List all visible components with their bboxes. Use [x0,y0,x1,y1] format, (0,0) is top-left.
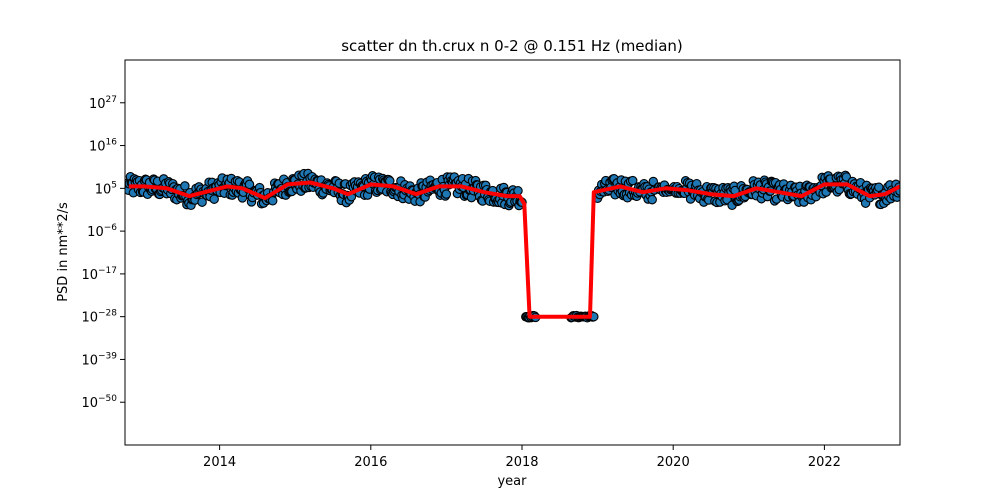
y-tick-label: 105 [95,180,117,197]
x-axis-label: year [497,474,527,489]
chart-title: scatter dn th.crux n 0-2 @ 0.151 Hz (med… [341,37,683,55]
scatter-point [209,194,219,204]
y-tick-label: 10−28 [81,309,117,326]
y-tick-label: 10−17 [81,266,117,283]
y-tick-label: 1016 [89,138,117,155]
scatter-point [244,179,255,190]
x-axis: 2014 2016 2018 2020 2022 [203,445,841,470]
y-tick-label: 10−6 [87,223,117,240]
scatter-point [197,197,207,207]
median-line [128,180,900,319]
plot-area [125,168,900,323]
scatter-point [441,189,452,199]
plot-frame [124,59,901,446]
y-tick-label: 10−39 [81,351,117,368]
scatter-point [180,181,190,191]
x-tick-label: 2022 [808,455,841,470]
y-axis: 1027 1016 105 10−6 10−17 10−28 10−39 10−50 [81,95,125,411]
x-tick-label: 2014 [203,455,236,470]
y-axis-label: PSD in nm**2/s [56,202,71,302]
scatter-point [647,194,657,205]
x-tick-label: 2018 [505,455,538,470]
y-tick-label: 1027 [89,95,117,112]
scatter-point [627,175,638,186]
x-tick-label: 2016 [354,455,387,470]
scatter-points [125,168,900,323]
scatter-point [513,186,523,196]
x-tick-label: 2020 [657,455,690,470]
scatter-point [267,196,278,206]
y-tick-label: 10−50 [81,394,117,411]
